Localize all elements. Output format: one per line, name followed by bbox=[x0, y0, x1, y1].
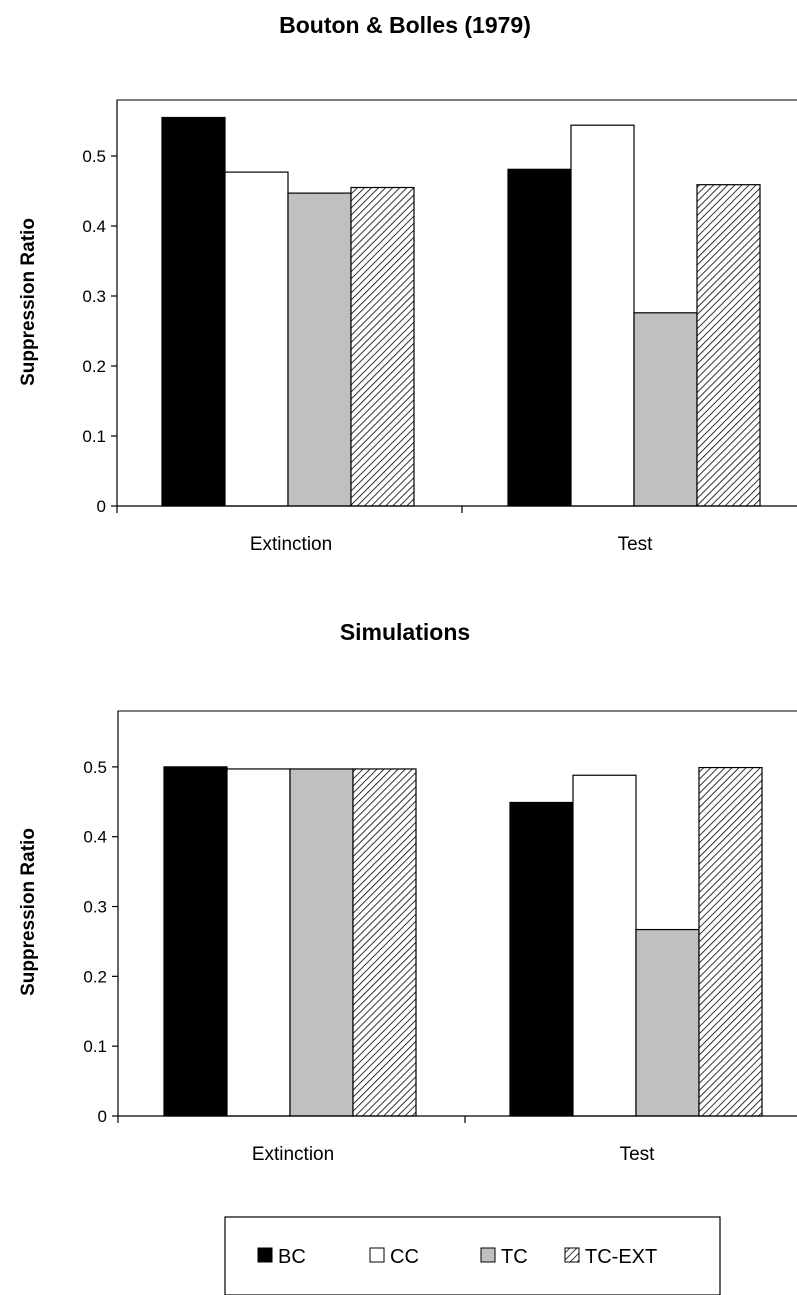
y-tick-label: 0.4 bbox=[83, 828, 107, 847]
bar-tc-ext-test bbox=[696, 184, 761, 507]
bar-tc-ext-extinction bbox=[350, 186, 415, 507]
y-tick-label: 0 bbox=[97, 497, 106, 516]
bar-bc-extinction bbox=[163, 766, 228, 1117]
x-tick-label-extinction: Extinction bbox=[252, 1144, 334, 1165]
bar-tc-test bbox=[635, 928, 700, 1117]
legend-label-tc-ext: TC-EXT bbox=[585, 1246, 657, 1268]
bar-tc-ext-test bbox=[698, 766, 763, 1117]
bar-tc-extinction bbox=[287, 192, 352, 507]
legend-swatch-cc bbox=[369, 1247, 385, 1263]
bar-cc-test bbox=[572, 774, 637, 1117]
y-axis-label: Suppression Ratio bbox=[18, 828, 39, 996]
legend-label-cc: CC bbox=[390, 1246, 419, 1268]
y-tick-label: 0 bbox=[98, 1107, 107, 1126]
x-tick-label-extinction: Extinction bbox=[250, 534, 332, 555]
chart-bouton-bolles: Bouton & Bolles (1979) Suppression Ratio… bbox=[18, 12, 797, 555]
bar-tc-ext-extinction bbox=[352, 768, 417, 1117]
legend-items: BC CC TC TC-EXT bbox=[257, 1246, 657, 1268]
legend-swatch-bc bbox=[257, 1247, 273, 1263]
bar-bc-test bbox=[509, 801, 574, 1117]
chart-title: Bouton & Bolles (1979) bbox=[279, 12, 531, 38]
bar-bc-extinction bbox=[161, 116, 226, 507]
axes-group: 0 0.1 0.2 0.3 0.4 0.5 Extinction Test bbox=[83, 711, 797, 1165]
y-tick-label: 0.5 bbox=[82, 147, 106, 166]
chart-simulations: Simulations Suppression Ratio 0 0.1 0.2 0.3… bbox=[18, 619, 797, 1165]
legend-swatch-tc-ext bbox=[564, 1247, 580, 1263]
legend-label-bc: BC bbox=[278, 1246, 306, 1268]
y-tick-label: 0.5 bbox=[83, 758, 107, 777]
bars-group bbox=[163, 766, 763, 1117]
y-tick-label: 0.2 bbox=[82, 357, 106, 376]
legend-label-tc: TC bbox=[501, 1246, 528, 1268]
y-tick-label: 0.3 bbox=[82, 287, 106, 306]
y-axis-label: Suppression Ratio bbox=[18, 218, 39, 386]
x-tick-label-test: Test bbox=[618, 534, 654, 555]
legend-box bbox=[224, 1216, 721, 1295]
axes-group: 0 0.1 0.2 0.3 0.4 0.5 Extinction Test bbox=[82, 100, 797, 555]
y-tick-label: 0.2 bbox=[83, 967, 107, 986]
bar-tc-extinction bbox=[289, 768, 354, 1117]
y-tick-label: 0.4 bbox=[82, 217, 106, 236]
bar-cc-extinction bbox=[226, 768, 291, 1117]
chart-title: Simulations bbox=[340, 619, 470, 645]
y-tick-label: 0.3 bbox=[83, 898, 107, 917]
y-tick-label: 0.1 bbox=[82, 427, 106, 446]
bars-group bbox=[161, 116, 761, 507]
bar-tc-test bbox=[633, 312, 698, 507]
bar-cc-extinction bbox=[224, 171, 289, 507]
x-tick-label-test: Test bbox=[620, 1144, 656, 1165]
legend-swatch-tc bbox=[480, 1247, 496, 1263]
legend: BC CC TC TC-EXT bbox=[224, 1216, 721, 1295]
bar-bc-test bbox=[507, 168, 572, 507]
y-tick-label: 0.1 bbox=[83, 1037, 107, 1056]
bar-cc-test bbox=[570, 124, 635, 507]
